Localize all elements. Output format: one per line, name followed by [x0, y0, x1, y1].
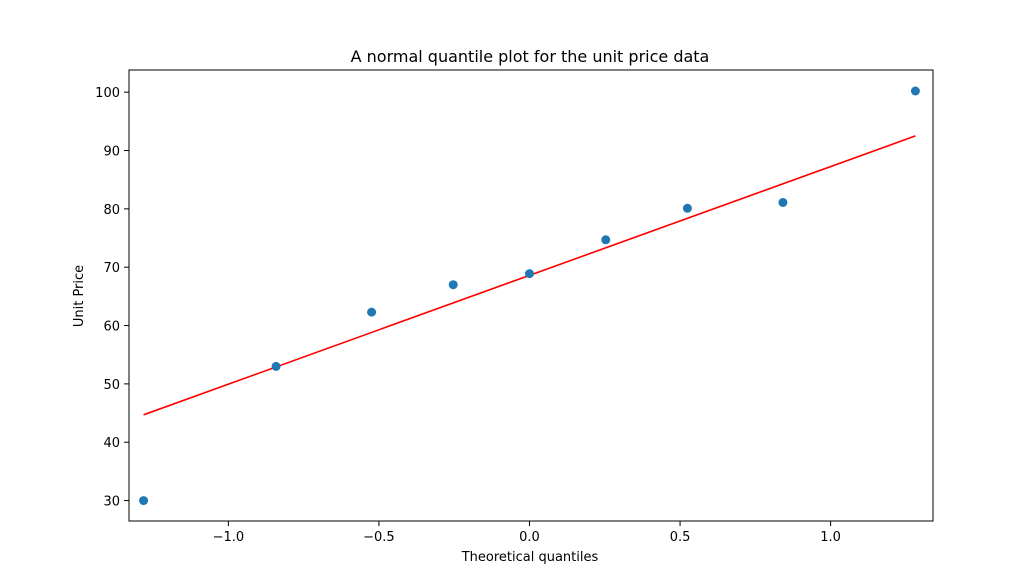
y-tick-label: 90 — [103, 145, 120, 160]
data-point — [778, 197, 788, 207]
x-tick-label: 0.5 — [670, 530, 691, 545]
data-point — [524, 269, 534, 279]
y-tick-label: 40 — [103, 436, 120, 451]
y-tick-label: 80 — [103, 203, 120, 218]
x-tick-label: 0.0 — [519, 530, 540, 545]
x-tick-label: −1.0 — [213, 530, 245, 545]
y-tick-label: 60 — [103, 320, 120, 335]
y-tick-label: 70 — [103, 261, 120, 276]
plot-area: −1.0 −0.5 0.0 0.5 1.0 30 40 50 60 70 80 90 100 — [95, 69, 934, 545]
y-tick-label: 100 — [95, 86, 120, 101]
y-axis-label: Unit Price — [72, 265, 87, 327]
y-tick-label: 30 — [103, 495, 120, 510]
data-point — [367, 307, 377, 317]
data-point — [139, 496, 149, 506]
data-point — [910, 86, 920, 96]
data-point — [601, 235, 611, 245]
chart-title: A normal quantile plot for the unit pric… — [351, 47, 710, 66]
x-tick-label: 1.0 — [820, 530, 841, 545]
data-point — [448, 280, 458, 290]
y-tick-label: 50 — [103, 378, 120, 393]
plot-frame — [128, 69, 934, 522]
data-point — [271, 361, 281, 371]
x-tick-label: −0.5 — [363, 530, 395, 545]
x-axis-label: Theoretical quantiles — [461, 550, 599, 565]
data-point — [682, 203, 692, 213]
